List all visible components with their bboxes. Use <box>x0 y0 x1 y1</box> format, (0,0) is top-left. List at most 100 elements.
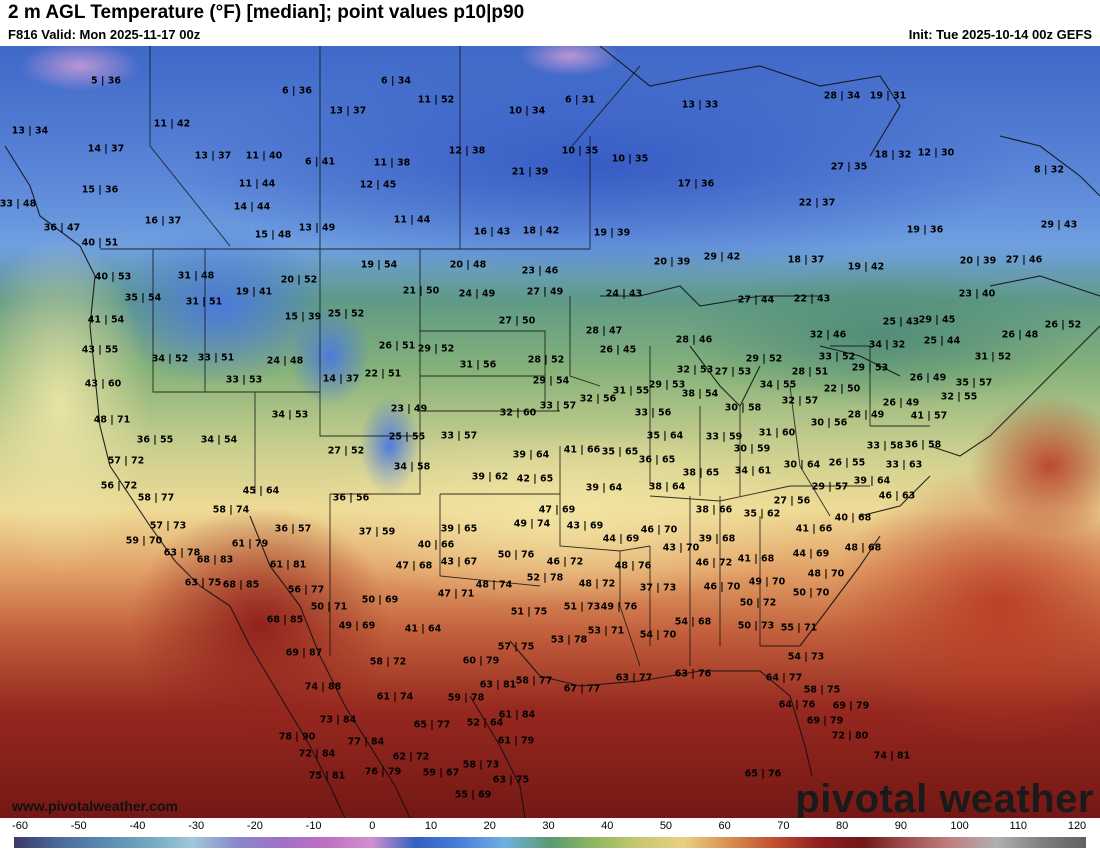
color-scale: -60 -50 -40 -30 -20 -10 0 10 20 30 40 50 60 70 80 90 100… <box>0 818 1100 850</box>
point-value: 39 | 68 <box>698 533 736 545</box>
point-value: 14 | 44 <box>233 201 271 213</box>
point-value: 54 | 70 <box>639 629 677 641</box>
point-value: 68 | 85 <box>266 614 304 626</box>
point-value: 61 | 79 <box>231 538 269 550</box>
point-value: 58 | 72 <box>369 656 407 668</box>
point-value: 24 | 48 <box>266 355 304 367</box>
point-value: 34 | 61 <box>734 465 772 477</box>
point-value: 11 | 44 <box>238 178 276 190</box>
point-value: 12 | 38 <box>448 145 486 157</box>
point-value: 29 | 53 <box>851 362 889 374</box>
point-value: 22 | 50 <box>823 383 861 395</box>
point-value: 25 | 55 <box>388 431 426 443</box>
point-value: 43 | 69 <box>566 520 604 532</box>
point-value: 13 | 34 <box>11 125 49 137</box>
color-scale-tick: 70 <box>777 820 790 832</box>
point-value: 68 | 85 <box>222 579 260 591</box>
point-value: 38 | 64 <box>648 481 686 493</box>
point-value: 8 | 32 <box>1034 164 1064 176</box>
color-scale-tick: 110 <box>1009 820 1028 832</box>
color-scale-tick: 120 <box>1067 820 1087 832</box>
point-value: 41 | 57 <box>910 410 948 422</box>
point-value: 63 | 78 <box>163 547 201 559</box>
point-value: 55 | 69 <box>454 789 492 801</box>
point-value: 37 | 73 <box>639 582 677 594</box>
point-value: 40 | 66 <box>417 539 455 551</box>
point-value: 48 | 70 <box>807 568 845 580</box>
brand-logo: pivotal weather <box>795 777 1094 818</box>
point-value: 63 | 81 <box>479 679 517 691</box>
point-value: 39 | 65 <box>440 523 478 535</box>
point-value: 25 | 44 <box>923 335 961 347</box>
header: 2 m AGL Temperature (°F) [median]; point… <box>0 0 1100 46</box>
point-value: 13 | 37 <box>329 105 367 117</box>
point-value: 21 | 39 <box>511 166 549 178</box>
point-value: 61 | 84 <box>498 709 536 721</box>
point-value: 59 | 70 <box>125 535 163 547</box>
point-value: 46 | 70 <box>640 524 678 536</box>
point-value: 41 | 66 <box>563 444 601 456</box>
point-value: 58 | 75 <box>803 684 841 696</box>
point-value: 50 | 70 <box>792 587 830 599</box>
point-value: 27 | 49 <box>526 286 564 298</box>
point-value: 74 | 88 <box>304 681 342 693</box>
point-value: 72 | 80 <box>831 730 869 742</box>
point-value: 69 | 79 <box>832 700 870 712</box>
point-value: 36 | 47 <box>43 222 81 234</box>
point-value: 11 | 42 <box>153 118 191 130</box>
point-value: 64 | 77 <box>765 672 803 684</box>
point-value: 35 | 57 <box>955 377 993 389</box>
point-value: 24 | 49 <box>458 288 496 300</box>
point-value: 32 | 60 <box>499 407 537 419</box>
point-value: 12 | 45 <box>359 179 397 191</box>
point-value: 65 | 76 <box>744 768 782 780</box>
point-value: 43 | 60 <box>84 378 122 390</box>
point-value: 33 | 56 <box>634 407 672 419</box>
point-value: 38 | 54 <box>681 388 719 400</box>
point-value: 39 | 64 <box>585 482 623 494</box>
point-value: 49 | 76 <box>600 601 638 613</box>
point-value: 47 | 69 <box>538 504 576 516</box>
point-value: 32 | 57 <box>781 395 819 407</box>
color-scale-tick: -60 <box>12 820 28 832</box>
point-value: 49 | 74 <box>513 518 551 530</box>
point-value: 27 | 50 <box>498 315 536 327</box>
point-value: 34 | 52 <box>151 353 189 365</box>
point-value: 6 | 31 <box>565 94 595 106</box>
point-value: 26 | 48 <box>1001 329 1039 341</box>
point-value: 63 | 75 <box>492 774 530 786</box>
point-value: 6 | 36 <box>282 85 312 97</box>
point-value: 29 | 42 <box>703 251 741 263</box>
point-value: 36 | 57 <box>274 523 312 535</box>
site-watermark[interactable]: www.pivotalweather.com <box>12 798 178 814</box>
state-borders <box>100 46 930 667</box>
point-value: 32 | 56 <box>579 393 617 405</box>
point-value: 11 | 52 <box>417 94 455 106</box>
color-scale-tick: -40 <box>129 820 146 832</box>
point-value: 39 | 64 <box>512 449 550 461</box>
point-value: 54 | 68 <box>674 616 712 628</box>
point-value: 31 | 51 <box>185 296 223 308</box>
point-value: 28 | 51 <box>791 366 829 378</box>
point-value: 56 | 77 <box>287 584 325 596</box>
point-value: 44 | 69 <box>792 548 830 560</box>
point-value: 5 | 36 <box>91 75 121 87</box>
point-value: 29 | 57 <box>811 481 849 493</box>
point-value: 18 | 32 <box>874 149 912 161</box>
point-value: 57 | 75 <box>497 641 535 653</box>
point-value: 14 | 37 <box>87 143 125 155</box>
point-value: 48 | 74 <box>475 579 513 591</box>
point-value: 35 | 64 <box>646 430 684 442</box>
point-value: 29 | 45 <box>918 314 956 326</box>
point-value: 34 | 32 <box>868 339 906 351</box>
point-value: 30 | 56 <box>810 417 848 429</box>
color-scale-tick: 0 <box>369 820 376 832</box>
point-value: 26 | 45 <box>599 344 637 356</box>
point-value: 56 | 72 <box>100 480 138 492</box>
color-scale-tick: -50 <box>70 820 87 832</box>
temperature-map[interactable]: 5 | 36 6 | 36 6 | 34 11 | 52 10 | 34 6 | 31 13… <box>0 46 1100 818</box>
point-value: 19 | 31 <box>869 90 907 102</box>
point-value: 34 | 54 <box>200 434 238 446</box>
point-value: 36 | 65 <box>638 454 676 466</box>
color-scale-tick: 50 <box>659 820 673 832</box>
